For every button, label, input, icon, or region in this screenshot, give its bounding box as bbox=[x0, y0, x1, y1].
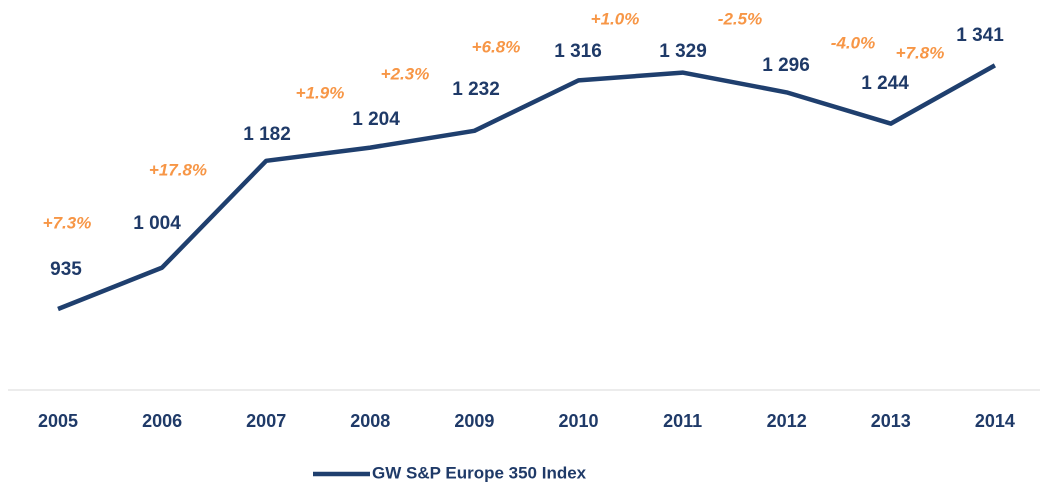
annotation: +6.8% bbox=[472, 37, 521, 56]
annotation: -4.0% bbox=[831, 33, 875, 52]
x-tick-label: 2007 bbox=[246, 411, 286, 431]
data-label: 1 232 bbox=[452, 79, 500, 100]
annotation: +17.8% bbox=[149, 160, 207, 179]
annotation: +1.0% bbox=[591, 9, 640, 28]
data-label: 1 341 bbox=[956, 25, 1004, 46]
series-line bbox=[57, 63, 996, 312]
data-label: 1 329 bbox=[659, 41, 707, 62]
data-label: 935 bbox=[50, 259, 82, 280]
x-tick-label: 2013 bbox=[871, 411, 911, 431]
x-tick-label: 2011 bbox=[663, 411, 702, 431]
x-tick-label: 2009 bbox=[454, 411, 494, 431]
annotation: -2.5% bbox=[718, 9, 762, 28]
data-label: 1 244 bbox=[861, 73, 909, 94]
data-label: 1 296 bbox=[762, 55, 810, 76]
annotation: +7.8% bbox=[896, 43, 945, 62]
data-label: 1 204 bbox=[352, 109, 400, 130]
x-tick-label: 2006 bbox=[142, 411, 182, 431]
x-tick-label: 2012 bbox=[767, 411, 807, 431]
x-tick-label: 2005 bbox=[38, 411, 78, 431]
data-label: 1 316 bbox=[554, 41, 602, 62]
annotation: +7.3% bbox=[43, 213, 92, 232]
x-tick-label: 2014 bbox=[975, 411, 1015, 431]
annotation: +1.9% bbox=[296, 83, 345, 102]
annotation: +2.3% bbox=[381, 64, 430, 83]
legend-label: GW S&P Europe 350 Index bbox=[372, 463, 587, 482]
data-label: 1 004 bbox=[133, 213, 181, 234]
x-tick-label: 2008 bbox=[350, 411, 390, 431]
data-label: 1 182 bbox=[243, 124, 291, 145]
x-tick-label: 2010 bbox=[558, 411, 598, 431]
